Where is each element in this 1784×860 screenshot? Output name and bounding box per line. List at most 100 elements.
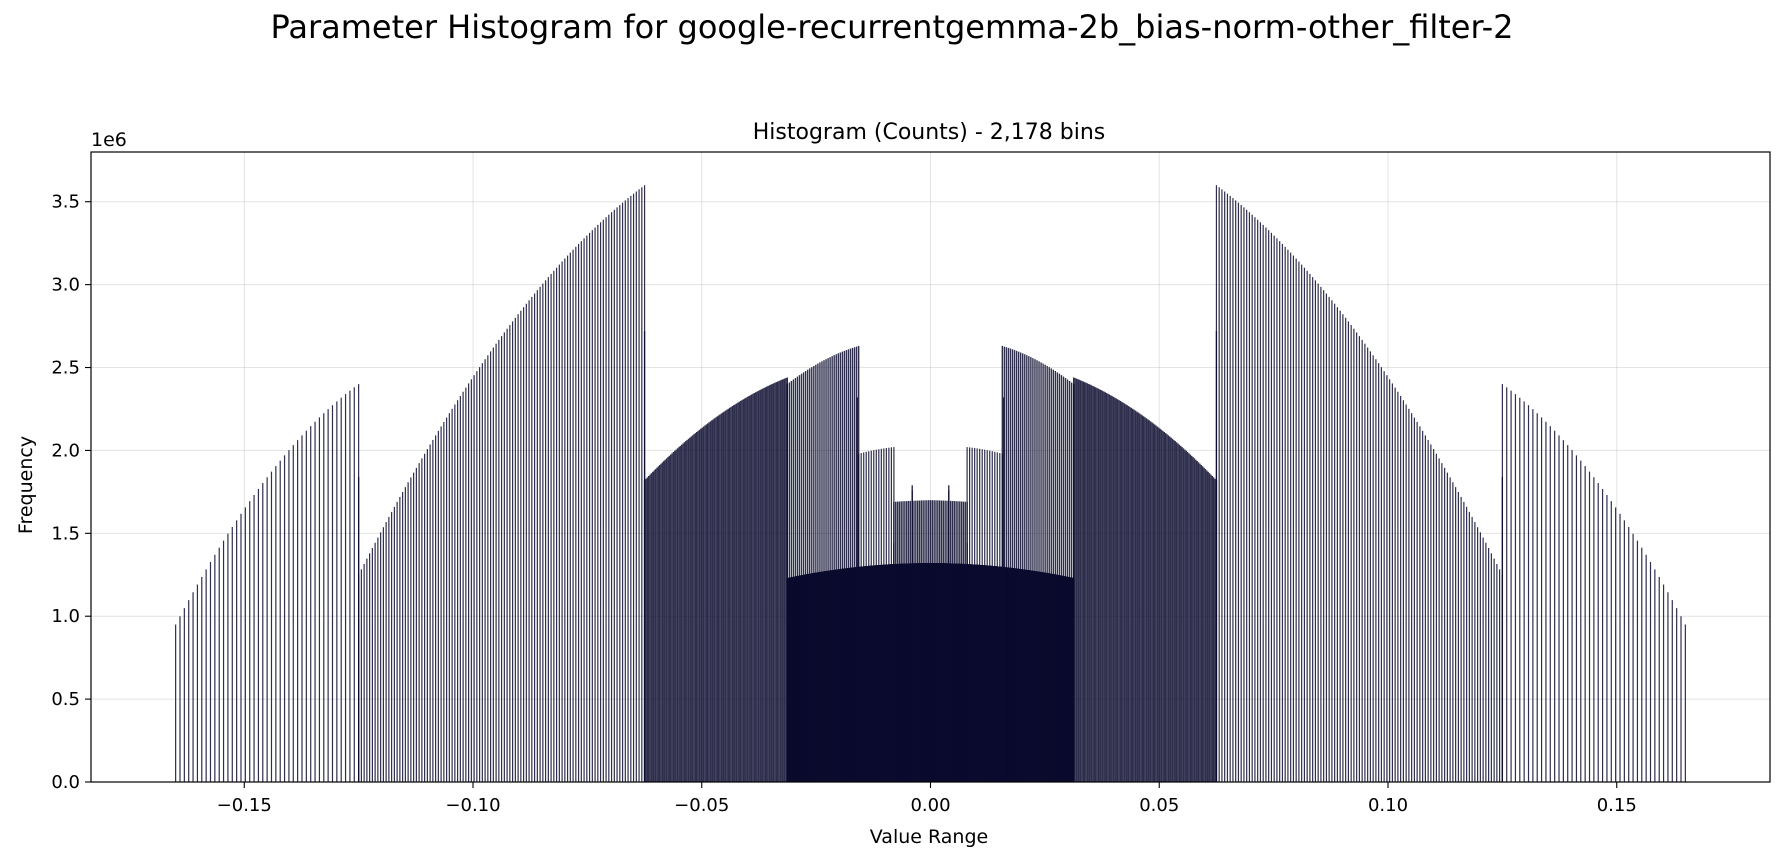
histogram-bar xyxy=(981,449,983,782)
histogram-bar xyxy=(1074,378,1076,782)
histogram-bar xyxy=(675,449,677,782)
histogram-bar xyxy=(749,395,751,782)
histogram-bar xyxy=(746,396,749,782)
histogram-bar xyxy=(645,478,647,782)
histogram-bar xyxy=(435,435,437,782)
histogram-bar xyxy=(1667,592,1669,782)
histogram-bar xyxy=(550,273,552,782)
histogram-bar xyxy=(1312,277,1314,782)
histogram-bar xyxy=(1159,428,1161,782)
histogram-bar xyxy=(1601,488,1604,782)
histogram-bar xyxy=(960,501,963,782)
histogram-bar xyxy=(1116,399,1119,782)
histogram-bar xyxy=(741,400,743,782)
histogram-bar xyxy=(484,359,486,782)
histogram-bar xyxy=(275,466,277,782)
histogram-bar xyxy=(1645,554,1647,782)
histogram-bar xyxy=(1075,378,1078,782)
histogram-bar xyxy=(569,252,571,783)
histogram-bar xyxy=(969,447,971,782)
histogram-bar xyxy=(1191,455,1193,782)
histogram-bar xyxy=(1028,356,1030,782)
histogram-bar xyxy=(647,476,650,782)
histogram-bar xyxy=(878,449,880,782)
histogram-bar xyxy=(938,500,941,782)
histogram-bar xyxy=(608,214,610,782)
histogram-bar xyxy=(1149,421,1152,782)
histogram-bar xyxy=(305,430,307,782)
histogram-bar xyxy=(360,569,362,782)
histogram-bar xyxy=(959,501,961,782)
histogram-bar xyxy=(1107,393,1109,782)
histogram-bar xyxy=(610,212,613,783)
histogram-bar xyxy=(544,280,547,782)
histogram-bar xyxy=(1208,473,1211,782)
histogram-bar xyxy=(327,409,329,782)
histogram-bar xyxy=(1558,435,1560,782)
histogram-bar xyxy=(1284,246,1286,783)
histogram-bar xyxy=(1386,375,1388,782)
histogram-bar xyxy=(654,469,657,782)
histogram-bar xyxy=(1058,373,1061,782)
histogram-bar xyxy=(1654,569,1656,782)
histogram-bar xyxy=(705,424,708,782)
histogram-bar xyxy=(462,391,464,782)
histogram-bar xyxy=(724,410,727,782)
histogram-bar xyxy=(1424,435,1426,782)
histogram-bar xyxy=(1048,367,1050,782)
histogram-bar xyxy=(1649,562,1652,782)
histogram-bar xyxy=(698,429,701,782)
histogram-bar xyxy=(266,477,268,782)
histogram-bar xyxy=(514,317,516,782)
histogram-bar xyxy=(895,501,897,782)
histogram-bar xyxy=(1490,553,1492,782)
histogram-bar xyxy=(653,470,655,782)
histogram-bar xyxy=(671,453,673,782)
histogram-bar xyxy=(759,390,761,782)
histogram-bar xyxy=(1077,379,1079,782)
histogram-bar xyxy=(1202,466,1204,782)
histogram-bar xyxy=(1214,478,1216,782)
histogram-bar xyxy=(663,461,665,782)
histogram-bar xyxy=(520,310,522,782)
histogram-bar xyxy=(1361,339,1363,782)
histogram-bar xyxy=(418,463,420,782)
histogram-bar xyxy=(979,448,981,782)
histogram-bar xyxy=(1301,264,1303,782)
histogram-bar xyxy=(727,408,729,782)
histogram-bar xyxy=(1064,378,1067,782)
histogram-bar xyxy=(391,511,393,782)
histogram-bar xyxy=(811,367,813,782)
histogram-bar xyxy=(561,261,563,782)
histogram-bar xyxy=(664,459,666,782)
histogram-bar xyxy=(1196,461,1198,782)
histogram-bar xyxy=(1099,389,1101,782)
histogram-bar xyxy=(774,382,776,782)
histogram-bar xyxy=(288,450,290,782)
histogram-bar xyxy=(1419,426,1421,782)
histogram-bar xyxy=(1158,427,1160,782)
histogram-bar xyxy=(1163,431,1165,782)
histogram-bar xyxy=(222,540,225,782)
histogram-bar xyxy=(940,500,943,782)
histogram-bar xyxy=(847,349,850,782)
histogram-bar xyxy=(1281,243,1284,782)
histogram-bar xyxy=(953,501,955,782)
histogram-bar xyxy=(1062,376,1065,782)
histogram-bar xyxy=(701,427,703,782)
histogram-bar xyxy=(1104,392,1106,782)
histogram-bar xyxy=(1339,310,1341,782)
histogram-bar xyxy=(1571,450,1573,782)
histogram-bar xyxy=(1235,200,1237,782)
histogram-bar xyxy=(771,383,773,782)
histogram-bar xyxy=(674,450,676,782)
histogram-bar xyxy=(1545,421,1547,782)
histogram-bar xyxy=(792,379,795,782)
histogram-bar xyxy=(904,501,906,782)
histogram-bar xyxy=(1532,409,1534,782)
histogram-bar xyxy=(833,355,835,782)
histogram-bar xyxy=(680,444,683,782)
histogram-bar xyxy=(196,584,199,782)
histogram-bar xyxy=(1206,470,1208,782)
histogram-bar xyxy=(470,379,472,782)
